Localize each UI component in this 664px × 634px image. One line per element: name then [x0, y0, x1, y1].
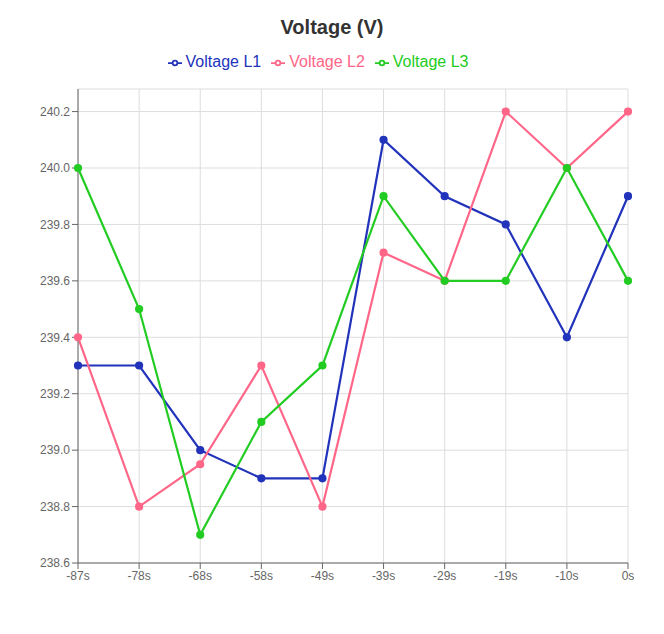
svg-text:240.0: 240.0: [40, 161, 70, 175]
svg-text:-78s: -78s: [127, 569, 150, 583]
svg-text:238.8: 238.8: [40, 500, 70, 514]
html-text:Voltage L3: Voltage L3: [392, 53, 469, 70]
html-text:Voltage (V): Voltage (V): [280, 16, 384, 38]
svg-text:-68s: -68s: [189, 569, 212, 583]
html-text:Voltage L1: Voltage L1: [185, 53, 262, 70]
svg-text:-19s: -19s: [494, 569, 517, 583]
svg-text:-10s: -10s: [555, 569, 578, 583]
svg-text:239.0: 239.0: [40, 443, 70, 457]
svg-text:239.6: 239.6: [40, 274, 70, 288]
svg-text:239.4: 239.4: [40, 331, 70, 345]
svg-text:238.6: 238.6: [40, 556, 70, 570]
svg-text:0s: 0s: [622, 569, 635, 583]
svg-text:-49s: -49s: [311, 569, 334, 583]
svg-text:239.2: 239.2: [40, 387, 70, 401]
svg-text:-39s: -39s: [372, 569, 395, 583]
svg-text:-58s: -58s: [250, 569, 273, 583]
svg-text:-87s: -87s: [66, 569, 89, 583]
svg-text:239.8: 239.8: [40, 218, 70, 232]
svg-text:240.2: 240.2: [40, 105, 70, 119]
html-text:Voltage L2: Voltage L2: [289, 53, 365, 70]
svg-text:-29s: -29s: [433, 569, 456, 583]
